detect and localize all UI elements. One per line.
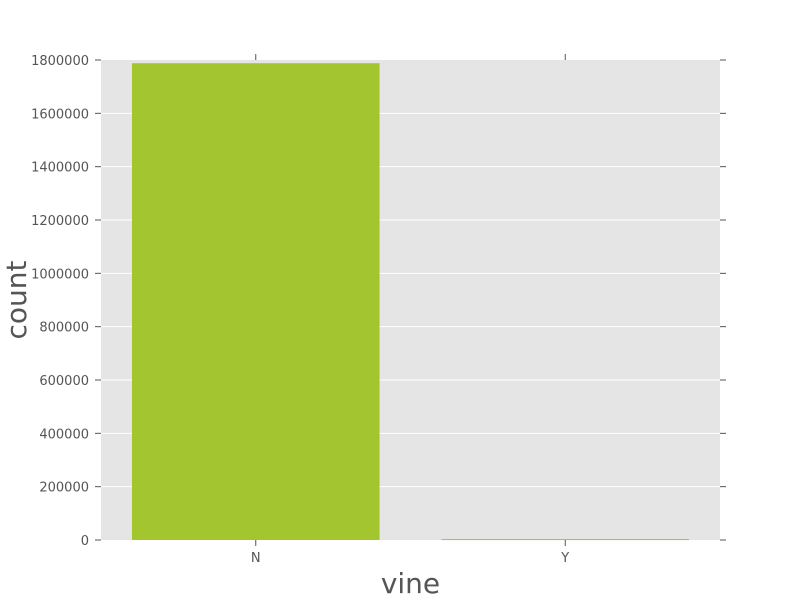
y-tick-label: 0 [81,534,89,549]
y-tick-labels: 0 200000 400000 600000 800000 1000000 1200000 1… [31,54,89,549]
x-tick-label: Y [560,551,569,566]
y-tick-label: 200000 [39,481,89,496]
y-tick-label: 400000 [39,427,89,442]
x-axis-label: vine [381,567,440,600]
y-tick-label: 1200000 [31,214,89,229]
y-tick-label: 600000 [39,374,89,389]
y-tick-label: 1800000 [31,54,89,69]
bars [131,63,690,541]
bar-Y [441,539,690,541]
y-axis-label: count [0,260,33,339]
bar-N [131,63,380,540]
axis-ticks [95,54,726,546]
y-tick-label: 1400000 [31,161,89,176]
x-tick-label: N [251,551,261,566]
y-tick-label: 1000000 [31,267,89,282]
y-tick-label: 800000 [39,321,89,336]
y-tick-label: 1600000 [31,107,89,122]
